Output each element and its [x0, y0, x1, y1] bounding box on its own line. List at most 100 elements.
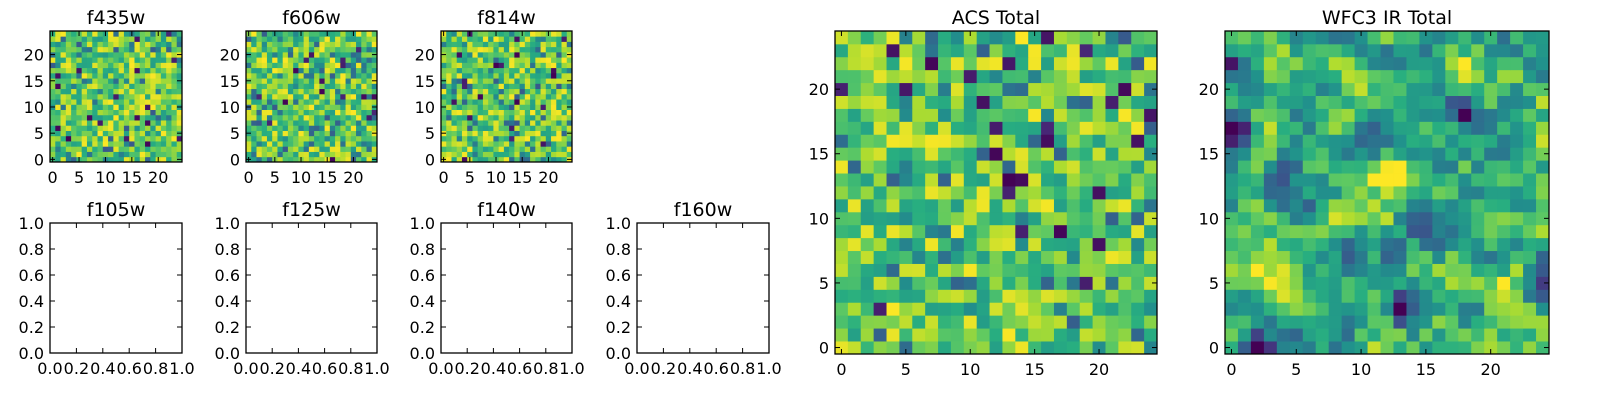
heatmap-cell [272, 46, 278, 53]
heatmap-cell [1523, 224, 1537, 239]
heatmap-cell [1432, 134, 1446, 148]
heatmap-cell [925, 250, 939, 264]
heatmap-cell [456, 83, 463, 90]
heatmap-cell [1523, 315, 1537, 329]
heatmap-cell [493, 109, 500, 116]
heatmap-cell [145, 78, 151, 84]
heatmap-cell [1419, 31, 1433, 45]
heatmap-cell [1263, 31, 1278, 45]
heatmap-cell [1289, 121, 1304, 135]
heatmap-cell [1471, 160, 1485, 174]
heatmap-cell [493, 78, 500, 84]
heatmap-cell [366, 109, 373, 116]
heatmap-cell [71, 130, 77, 137]
heatmap-cell [102, 72, 109, 79]
heatmap-cell [1471, 328, 1485, 342]
heatmap-cell [1118, 263, 1132, 277]
heatmap-cell [345, 72, 352, 79]
heatmap-cell [835, 69, 849, 84]
y-tick-label: 1.0 [410, 214, 435, 233]
heatmap-cell [1315, 82, 1330, 96]
heatmap-cell [482, 78, 489, 84]
heatmap-cell [482, 146, 489, 152]
heatmap-cell [976, 69, 990, 84]
heatmap-cell [356, 109, 362, 116]
heatmap-cell [540, 67, 547, 74]
heatmap-cell [55, 36, 61, 42]
heatmap-cell [1406, 328, 1420, 342]
heatmap-cell [530, 62, 536, 69]
heatmap-cell [1445, 31, 1459, 45]
heatmap-cell [925, 289, 939, 303]
y-tick-label: 0.8 [215, 240, 240, 259]
heatmap-cell [335, 114, 341, 121]
heatmap-cell [493, 99, 500, 105]
x-tick-label: 5 [465, 168, 475, 187]
heatmap-cell [1289, 95, 1304, 109]
heatmap-cell [1276, 69, 1291, 84]
heatmap-cell [441, 62, 447, 69]
y-tick-label: 0.2 [215, 318, 240, 337]
heatmap-cell [1079, 56, 1093, 71]
heatmap-cell [176, 93, 183, 100]
heatmap-cell [303, 41, 310, 48]
heatmap-cell [950, 263, 965, 277]
heatmap-cell [524, 104, 531, 110]
heatmap-cell [1458, 289, 1472, 303]
heatmap-cell [456, 51, 463, 58]
heatmap-cell [886, 31, 900, 45]
heatmap-cell [1302, 134, 1317, 148]
heatmap-cell [324, 57, 331, 63]
heatmap-cell [860, 160, 875, 174]
heatmap-cell [251, 36, 257, 42]
heatmap-cell [293, 93, 299, 100]
heatmap-cell [303, 130, 310, 137]
heatmap-cell [556, 125, 562, 131]
heatmap-cell [293, 120, 299, 126]
heatmap-cell [266, 62, 273, 69]
heatmap-cell [150, 31, 156, 37]
heatmap-cell [835, 237, 849, 252]
heatmap-cell [134, 57, 141, 63]
heatmap-cell [293, 83, 299, 90]
heatmap-cell [166, 141, 172, 147]
heatmap-cell [1105, 95, 1119, 109]
heatmap-cell [1131, 263, 1145, 277]
heatmap-cell [1144, 134, 1158, 148]
heatmap-cell [556, 109, 562, 116]
heatmap-cell [1131, 328, 1145, 342]
heatmap-cell [446, 31, 452, 37]
heatmap-cell [176, 46, 183, 53]
heatmap-cell [1510, 341, 1524, 355]
heatmap-cell [1432, 276, 1446, 290]
heatmap-cell [81, 135, 88, 142]
heatmap-cell [488, 57, 494, 63]
heatmap-cell [1536, 211, 1550, 226]
heatmap-cell [451, 120, 458, 126]
heatmap-cell [441, 151, 447, 158]
heatmap-cell [530, 114, 536, 121]
heatmap-cell [1419, 82, 1433, 96]
heatmap-cell [1354, 186, 1368, 200]
heatmap-cell [246, 62, 252, 69]
heatmap-cell [50, 109, 56, 116]
heatmap-cell [561, 141, 568, 147]
heatmap-cell [1536, 186, 1550, 200]
panel-title: WFC3 IR Total [1322, 7, 1452, 29]
heatmap-cell [1354, 147, 1368, 161]
heatmap-cell [1419, 160, 1433, 174]
heatmap-cell [1002, 276, 1016, 290]
heatmap-cell [461, 146, 468, 152]
heatmap-cell [1380, 211, 1394, 226]
heatmap-cell [488, 130, 494, 137]
heatmap-cell [329, 146, 336, 152]
heatmap-cell [1053, 95, 1068, 109]
axes-frame [1224, 30, 1550, 355]
heatmap-cell [166, 41, 172, 48]
heatmap-cell [1484, 108, 1498, 122]
heatmap-cell [298, 51, 305, 58]
heatmap-cell [1484, 237, 1498, 252]
heatmap-cell [123, 109, 130, 116]
heatmap-cell [566, 67, 573, 74]
heatmap-cell [472, 41, 479, 48]
